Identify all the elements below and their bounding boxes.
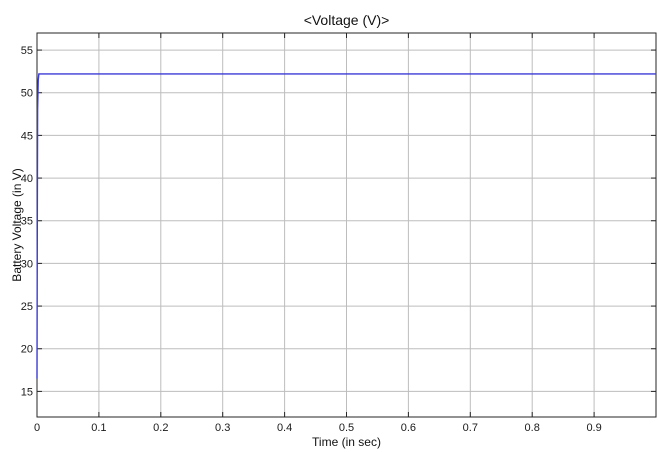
y-tick-label: 25 [21, 301, 33, 313]
x-tick-label: 0 [34, 422, 40, 434]
x-tick-label: 0.7 [463, 422, 478, 434]
y-tick-label: 20 [21, 344, 33, 356]
y-tick-label: 30 [21, 258, 33, 270]
x-tick-label: 0.6 [401, 422, 416, 434]
y-tick-label: 35 [21, 216, 33, 228]
y-axis-label: Battery Voltage (in V) [10, 168, 24, 281]
series-layer [36, 73, 656, 379]
y-tick-label: 55 [21, 45, 33, 57]
y-tick-label: 15 [21, 386, 33, 398]
x-tick-label: 0.2 [153, 422, 168, 434]
grid-lines [37, 33, 656, 417]
chart-title: <Voltage (V)> [304, 12, 390, 28]
voltage-series-line [36, 73, 656, 379]
x-tick-label: 0.8 [525, 422, 540, 434]
x-tick-label: 0.5 [339, 422, 354, 434]
x-tick-label: 0.4 [277, 422, 292, 434]
tick-labels: 0 0.1 0.2 0.3 0.4 0.5 0.6 0.7 0.8 0.9 15 20 25 30 35 40… [21, 33, 656, 434]
x-tick-label: 0.9 [586, 422, 601, 434]
x-tick-label: 0.3 [215, 422, 230, 434]
y-tick-label: 50 [21, 88, 33, 100]
y-tick-label: 40 [21, 173, 33, 185]
y-tick-label: 45 [21, 130, 33, 142]
x-axis-label: Time (in sec) [312, 435, 381, 449]
x-tick-label: 0.1 [91, 422, 106, 434]
